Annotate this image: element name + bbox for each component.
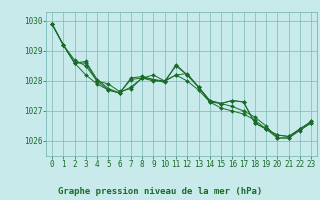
Text: Graphe pression niveau de la mer (hPa): Graphe pression niveau de la mer (hPa) [58, 187, 262, 196]
